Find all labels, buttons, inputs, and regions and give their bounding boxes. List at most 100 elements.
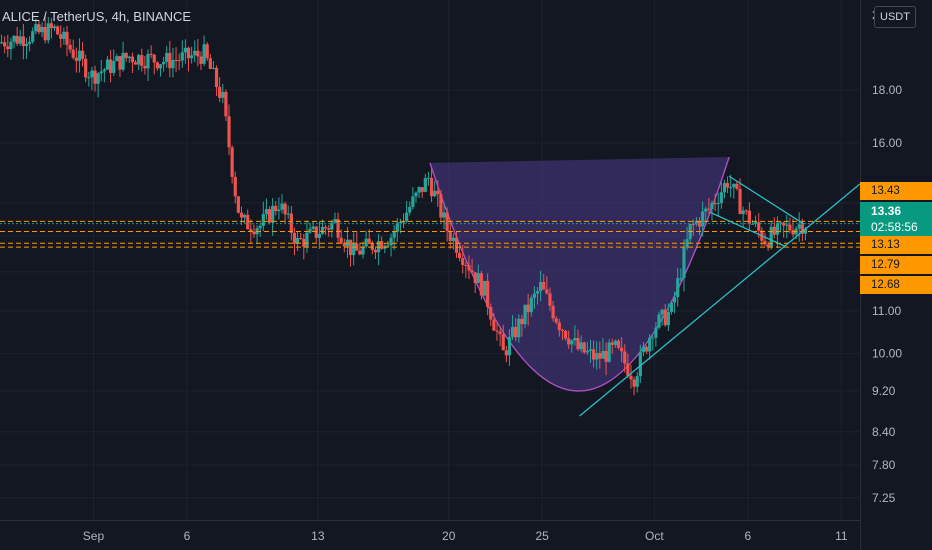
candle-body [68,44,72,50]
candle-body [227,116,231,148]
candle-body [691,223,695,225]
candle-body [18,36,22,44]
candle-body [398,222,402,224]
candle-body [588,349,593,351]
candle-body [196,50,200,57]
candle-body [632,379,636,387]
candle-body [105,59,110,70]
candle-body [183,47,187,53]
level-tag-4: 12.68 [860,276,932,294]
candle-body [439,194,443,218]
x-tick-label: Sep [83,529,105,543]
candle-body [224,91,228,117]
candle-body [676,278,680,298]
candle-body [638,352,642,377]
symbol-title[interactable]: ALICE / TetherUS, 4h, BINANCE [2,9,192,24]
candle-body [763,240,767,245]
candle-body [579,342,583,350]
candle-body [616,340,621,348]
candle-body [788,224,792,231]
candle-body [697,221,702,227]
candle-body [635,376,639,387]
candle-body [585,350,589,353]
candle-body [99,71,103,74]
candle-body [236,196,240,213]
candle-body [28,41,32,44]
candle-body [6,46,10,50]
candle-body [554,318,558,323]
candle-body [277,209,281,212]
candle-body [750,223,755,225]
candle-body [738,188,742,214]
candle-body [249,229,253,232]
candle-body [682,247,686,279]
y-tick-label: 8.40 [872,425,896,439]
candle-body [557,322,561,331]
candle-body [267,209,272,223]
candle-body [174,59,178,61]
candle-body [669,302,674,313]
candle-body [626,363,630,376]
candle-body [411,196,415,207]
candle-body [510,326,515,337]
candle-body [710,203,714,210]
candle-body [87,77,91,79]
cup-fill [430,157,730,391]
candle-body [542,282,546,290]
candle-body [529,297,533,313]
candle-body [133,62,138,65]
candle-body [102,69,106,72]
candle-body [408,206,412,213]
candle-body [591,349,596,360]
candle-body [641,346,646,353]
candle-body [785,224,789,226]
candle-body [261,214,265,226]
candle-body [292,232,297,244]
candle-body [623,351,627,364]
candle-body [186,47,191,59]
candle-body [252,231,256,235]
candle-body [613,340,617,345]
candle-body [772,226,776,235]
candle-body [660,309,664,315]
candle-body [495,330,499,332]
candle-body [551,305,555,319]
x-tick-label: 6 [184,529,191,543]
candle-body [218,86,222,98]
candle-body [24,43,29,47]
candle-body [380,241,384,249]
candle-body [507,336,512,356]
candle-body [548,293,552,306]
candle-body [520,318,524,325]
candle-body [498,331,502,335]
candle-body [389,237,393,246]
candle-body [202,44,206,64]
candle-body [504,350,508,356]
candle-body [582,342,586,353]
candle-body [361,246,365,255]
candle-body [766,244,770,248]
candle-body [405,212,409,222]
candle-body [208,58,212,69]
x-tick-label: 20 [442,529,456,543]
candle-body [576,338,580,350]
candle-body [657,314,661,328]
candle-body [722,183,727,193]
candle-body [539,282,543,292]
candle-body [327,228,331,230]
candle-body [373,249,378,253]
candle-body [180,52,184,61]
x-tick-label: 13 [311,529,325,543]
currency-unit-button[interactable]: USDT [874,6,916,28]
candle-body [34,24,38,32]
candle-body [43,26,47,41]
candle-body [155,62,159,69]
candle-body [177,60,181,62]
candle-body [221,91,225,98]
candle-body [46,23,50,41]
candle-body [476,273,480,283]
candle-body [673,297,677,303]
candle-body [40,26,44,33]
